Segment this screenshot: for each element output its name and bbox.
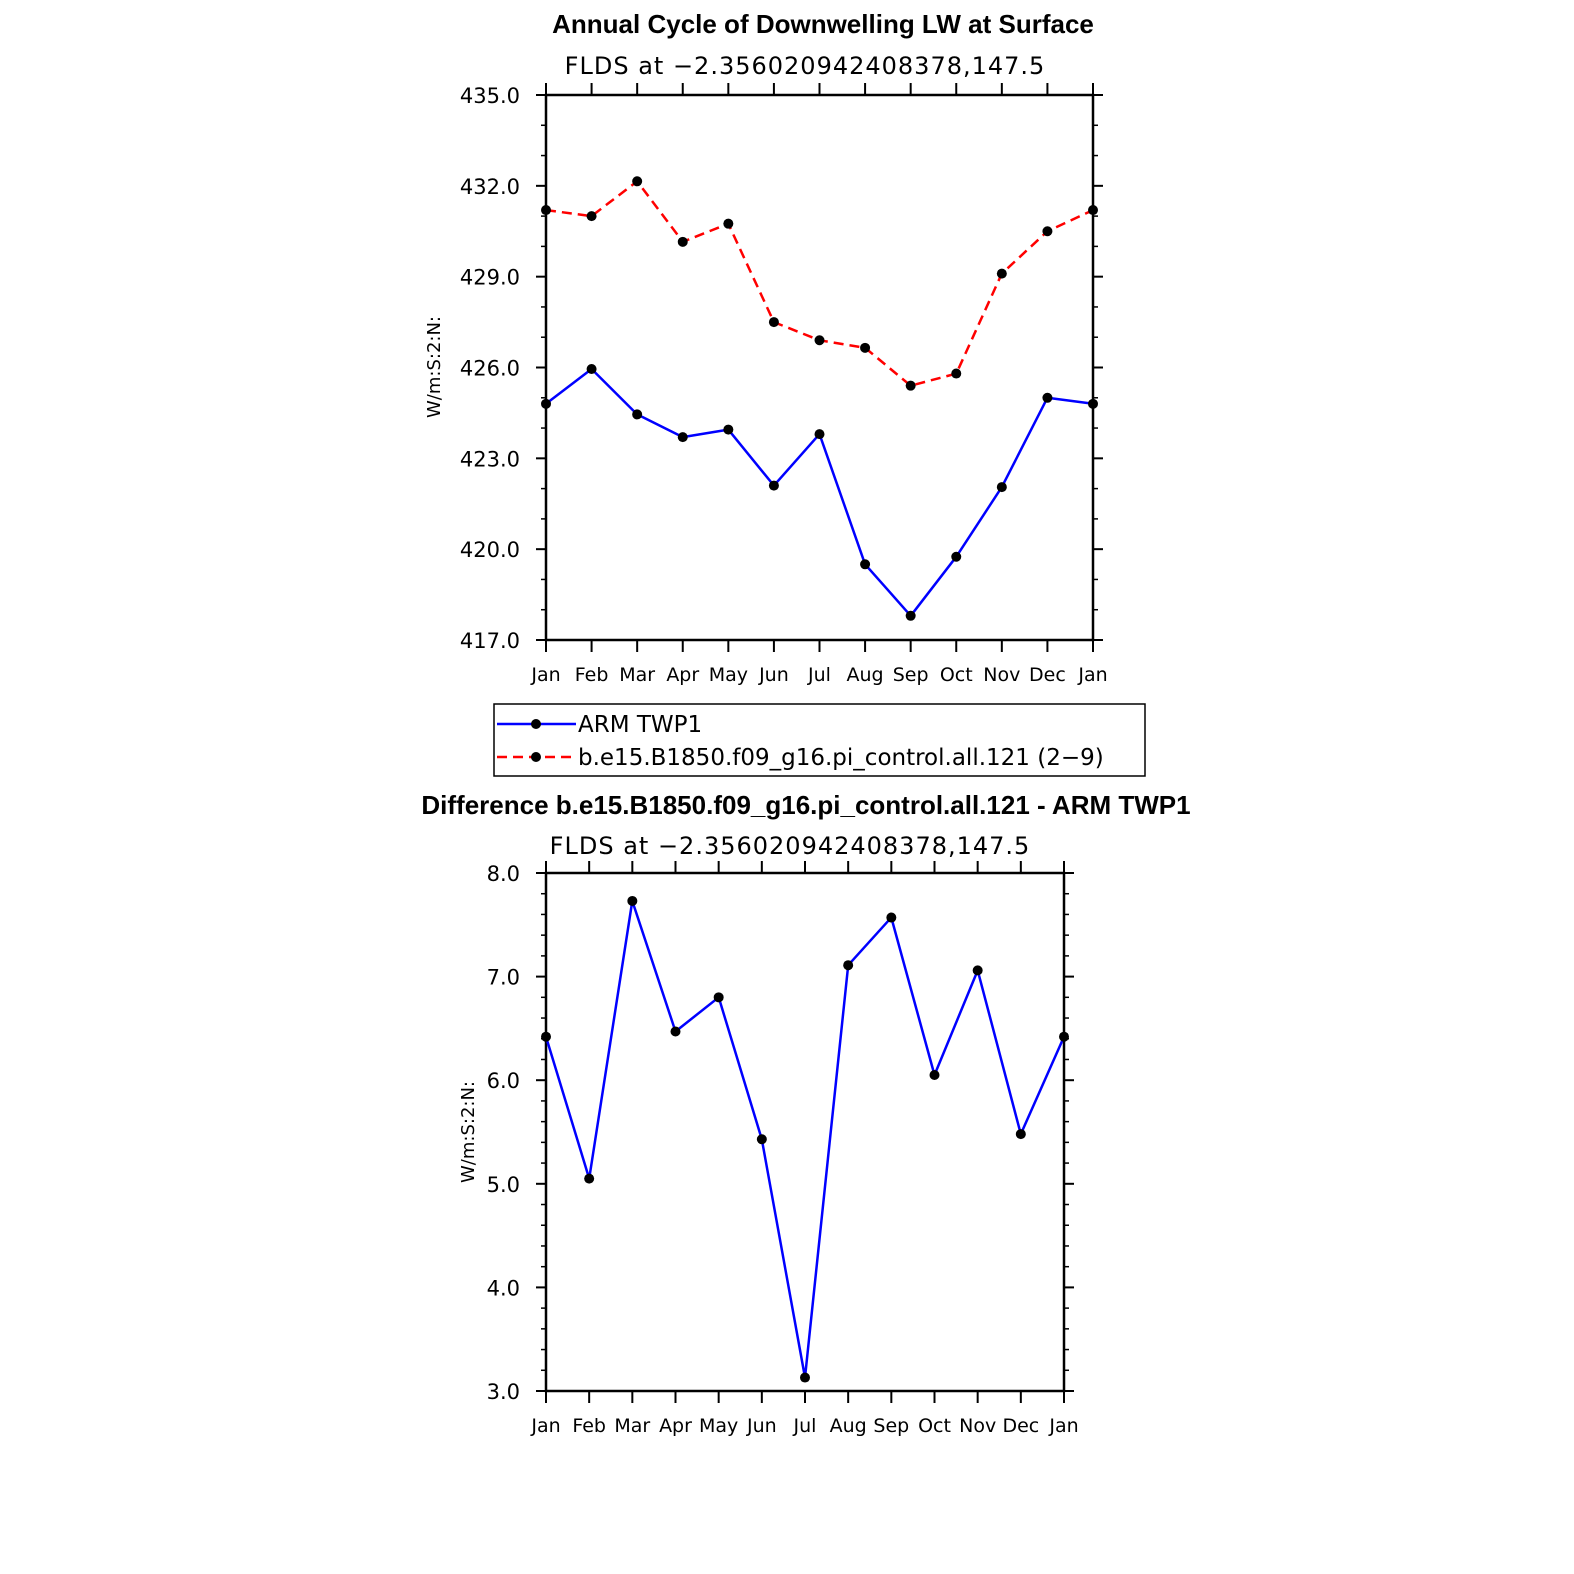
bottom-chart-ytick-label: 4.0 [487,1276,520,1300]
top-chart-subtitle: FLDS at −2.356020942408378,147.5 [565,52,1046,80]
bottom-chart-series-0-point [584,1173,595,1184]
top-chart-series-0-point [905,610,916,621]
top-chart-xtick-label: Nov [983,664,1020,686]
top-chart-series-1-point [814,335,825,346]
bottom-chart-xtick-label: Nov [959,1415,996,1437]
top-chart-ytick-label: 426.0 [460,357,520,381]
top-chart-xtick-label: Apr [666,664,699,686]
top-chart-ytick-label: 420.0 [460,538,520,562]
top-chart-series-1-point [632,176,643,187]
top-chart-series-0-point [723,424,734,435]
bottom-chart-series-0-line [544,899,1066,1379]
top-chart-legend: ARM TWP1 b.e15.B1850.f09_g16.pi_control.… [493,703,1146,777]
bottom-chart-series-0-point [1015,1129,1026,1140]
bottom-chart-series-0-point [886,912,897,923]
legend-box [493,703,1146,777]
bottom-chart-xtick-label: Mar [614,1415,650,1437]
bottom-chart-xtick-label: Dec [1002,1415,1039,1437]
bottom-chart-xtick-label: Aug [830,1415,867,1437]
bottom-chart-xtick-label: Feb [572,1415,606,1437]
top-chart-series-0-point [1042,392,1053,403]
legend-marker-obs [531,719,541,729]
bottom-chart-ytick-label: 3.0 [487,1380,520,1404]
top-chart-series-0-point [1088,398,1098,409]
top-chart-series-1-point [586,211,597,222]
top-chart-series-1-point [1042,226,1053,237]
top-chart-ytick-label: 423.0 [460,447,520,471]
top-chart-xtick-label: Dec [1029,664,1066,686]
bottom-chart-subtitle: FLDS at −2.356020942408378,147.5 [550,832,1031,860]
top-chart-xtick-label: Sep [893,664,929,686]
top-chart-series-1-point [677,236,688,247]
top-chart-ylabel: W/m:S:2:N: [424,316,445,418]
top-chart-series-0-point [814,429,825,440]
top-chart-title: Annual Cycle of Downwelling LW at Surfac… [552,9,1094,39]
top-chart-series-1-point [860,342,871,353]
bottom-chart-title: Difference b.e15.B1850.f09_g16.pi_contro… [421,790,1190,820]
bottom-chart-xtick-label: Sep [873,1415,909,1437]
bottom-chart-xtick-label: Oct [918,1415,951,1437]
top-chart-xtick-label: May [709,664,748,686]
bottom-chart-ytick-label: 6.0 [487,1069,520,1093]
top-chart-ytick-label: 432.0 [460,175,520,199]
top-chart-series-1-point [905,380,916,391]
top-chart-series-1-point [723,218,734,229]
bottom-chart-series-0-point [843,960,854,971]
bottom-chart-series-0-point [541,1031,551,1042]
top-chart-series-0-point [586,364,597,375]
top-chart-series-0-point [677,432,688,443]
top-chart-xtick-label: Jun [758,664,789,686]
top-chart-ytick-label: 417.0 [460,629,520,653]
legend-label-model: b.e15.B1850.f09_g16.pi_control.all.121 (… [578,745,1104,771]
top-chart-ytick-label: 429.0 [460,266,520,290]
top-chart-series-0-point [996,482,1007,493]
bottom-chart-xtick-label: Jun [746,1415,777,1437]
bottom-chart-plot: 3.0 4.0 5.0 6.0 7.0 8.0 Jan Feb Mar Apr May Jun Jul A… [487,861,1079,1437]
top-chart-xtick-label: Jul [807,664,831,686]
bottom-chart-series-0-point [1059,1031,1069,1042]
bottom-chart-xtick-label: Jan [1048,1415,1078,1437]
legend-label-obs: ARM TWP1 [578,712,702,738]
top-chart-series-0-point [541,398,551,409]
top-chart-xtick-label: Oct [940,664,973,686]
bottom-chart-ytick-label: 5.0 [487,1173,520,1197]
top-chart-series-1-line [545,180,1094,387]
bottom-chart-series-0-point [627,895,638,906]
top-chart-series-0-point [632,409,643,420]
bottom-chart-xtick-label: Jul [793,1415,817,1437]
top-chart-series-0-point [951,551,962,562]
bottom-chart-ylabel: W/m:S:2:N: [458,1081,479,1183]
top-chart-series-1-point [541,205,551,216]
bottom-chart-series-0-point [670,1026,681,1037]
top-chart-series-1-point [996,268,1007,279]
top-chart-series-0-line [545,367,1094,618]
top-chart-xtick-label: Feb [575,664,609,686]
bottom-chart-series-0-point [800,1372,810,1383]
bottom-chart-xtick-label: May [699,1415,738,1437]
top-chart-series-1-point [951,368,962,379]
bottom-chart-series-0-point [713,992,724,1003]
bottom-chart-xtick-label: Apr [659,1415,692,1437]
top-chart-xtick-label: Jan [1077,664,1107,686]
top-chart-frame [544,93,1095,642]
bottom-chart-series-0-point [972,965,983,976]
top-chart-ytick-label: 435.0 [460,84,520,108]
legend-marker-model [531,752,541,762]
top-chart-xtick-label: Mar [619,664,655,686]
top-chart-series-0-point [768,480,779,491]
bottom-chart-series-0-point [756,1134,767,1145]
top-chart-xtick-label: Aug [847,664,884,686]
top-chart-series-1-point [768,317,779,328]
top-chart-plot: 417.0 420.0 423.0 426.0 429.0 432.0 435.0 Jan Fe… [460,83,1108,686]
top-chart-xtick-label: Jan [530,664,560,686]
bottom-chart-series-0-point [929,1070,940,1081]
top-chart-series-1-point [1088,205,1098,216]
bottom-chart-xtick-label: Jan [530,1415,560,1437]
bottom-chart-ytick-label: 8.0 [487,862,520,886]
top-chart-series-0-point [860,559,871,570]
bottom-chart-ytick-label: 7.0 [487,966,520,990]
